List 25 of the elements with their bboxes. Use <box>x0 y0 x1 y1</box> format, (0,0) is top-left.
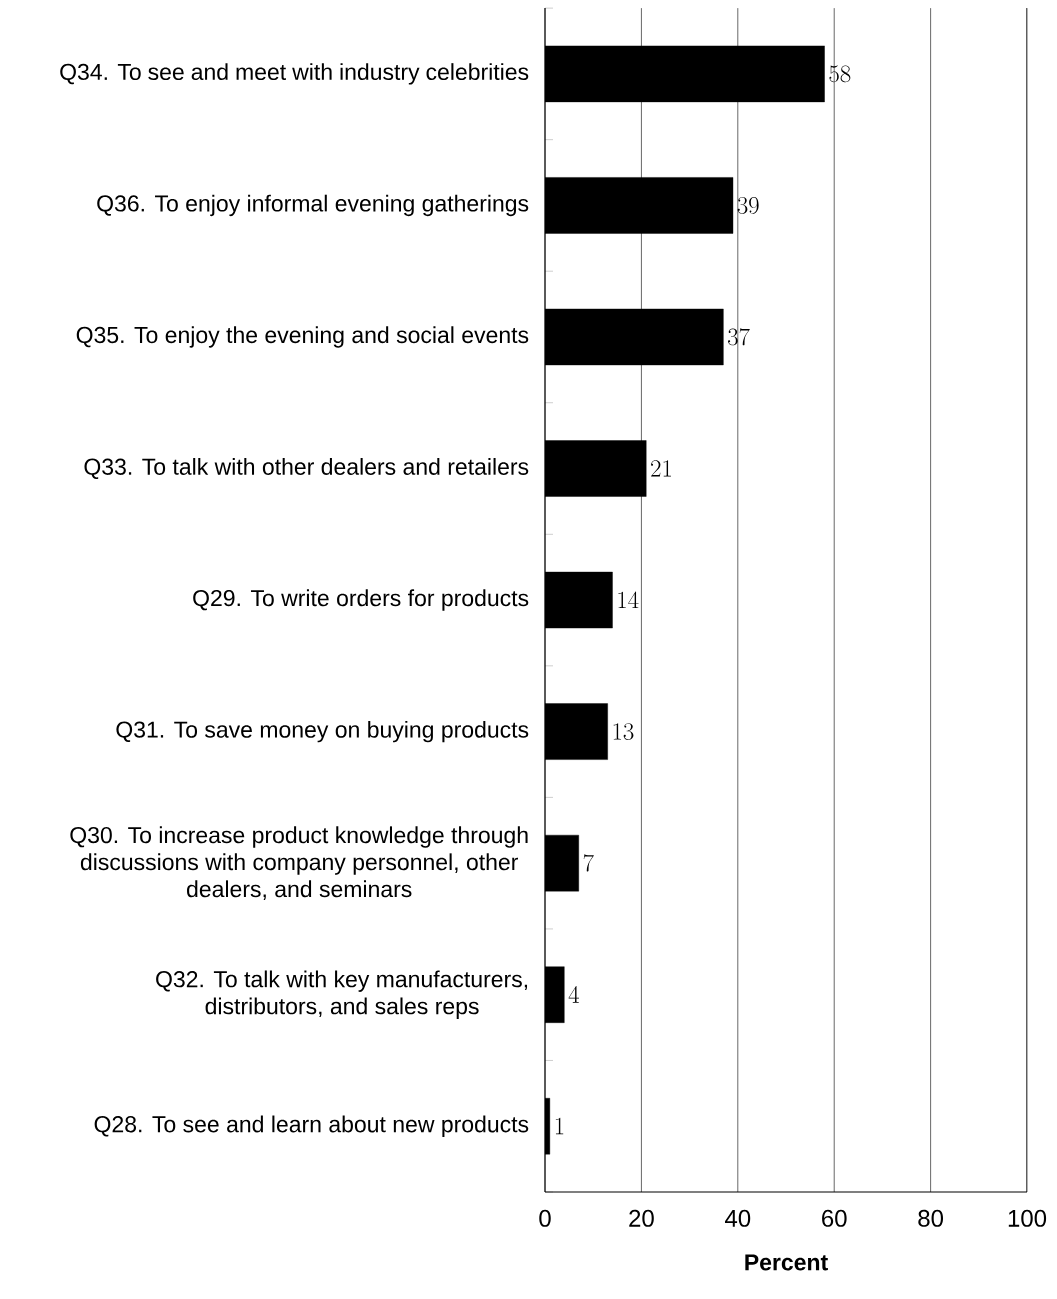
y-tick-label: Q33. To talk with other dealers and retailers <box>84 458 529 480</box>
data-label: 13 <box>613 723 634 740</box>
x-axis-title: Percent <box>745 1254 828 1271</box>
y-tick-label: Q36. To enjoy informal evening gatherings <box>97 194 529 217</box>
x-tick-label: 80 <box>918 1209 944 1227</box>
data-label: 1 <box>555 1117 564 1135</box>
y-tick-label: Q30. To increase product knowledge through discussions with company personnel, other dealers, and seminars <box>70 826 528 900</box>
y-tick-label: Q28. To see and learn about new products <box>94 1115 529 1137</box>
y-tick-label: Q35. To enjoy the evening and social events <box>76 326 529 348</box>
data-label: 37 <box>728 328 750 346</box>
data-label: 7 <box>583 854 594 872</box>
y-tick-label: Q31. To save money on buying products <box>116 720 529 743</box>
x-tick-label: 60 <box>822 1209 847 1227</box>
x-tick-label: 0 <box>539 1209 551 1227</box>
data-label: 39 <box>737 197 759 214</box>
x-tick-label: 40 <box>725 1209 751 1227</box>
data-label: 4 <box>568 986 580 1003</box>
y-tick-label: Q32. To talk with key manufacturers, distributors, and sales reps <box>156 970 528 1019</box>
data-label: 58 <box>829 65 851 83</box>
x-tick-label: 100 <box>1008 1209 1047 1227</box>
y-tick-label: Q29. To write orders for products <box>193 589 529 611</box>
data-label: 21 <box>651 460 671 477</box>
x-tick-label: 20 <box>629 1209 654 1227</box>
data-label: 14 <box>618 591 639 609</box>
y-tick-label: Q34. To see and meet with industry celebrities <box>60 63 529 85</box>
